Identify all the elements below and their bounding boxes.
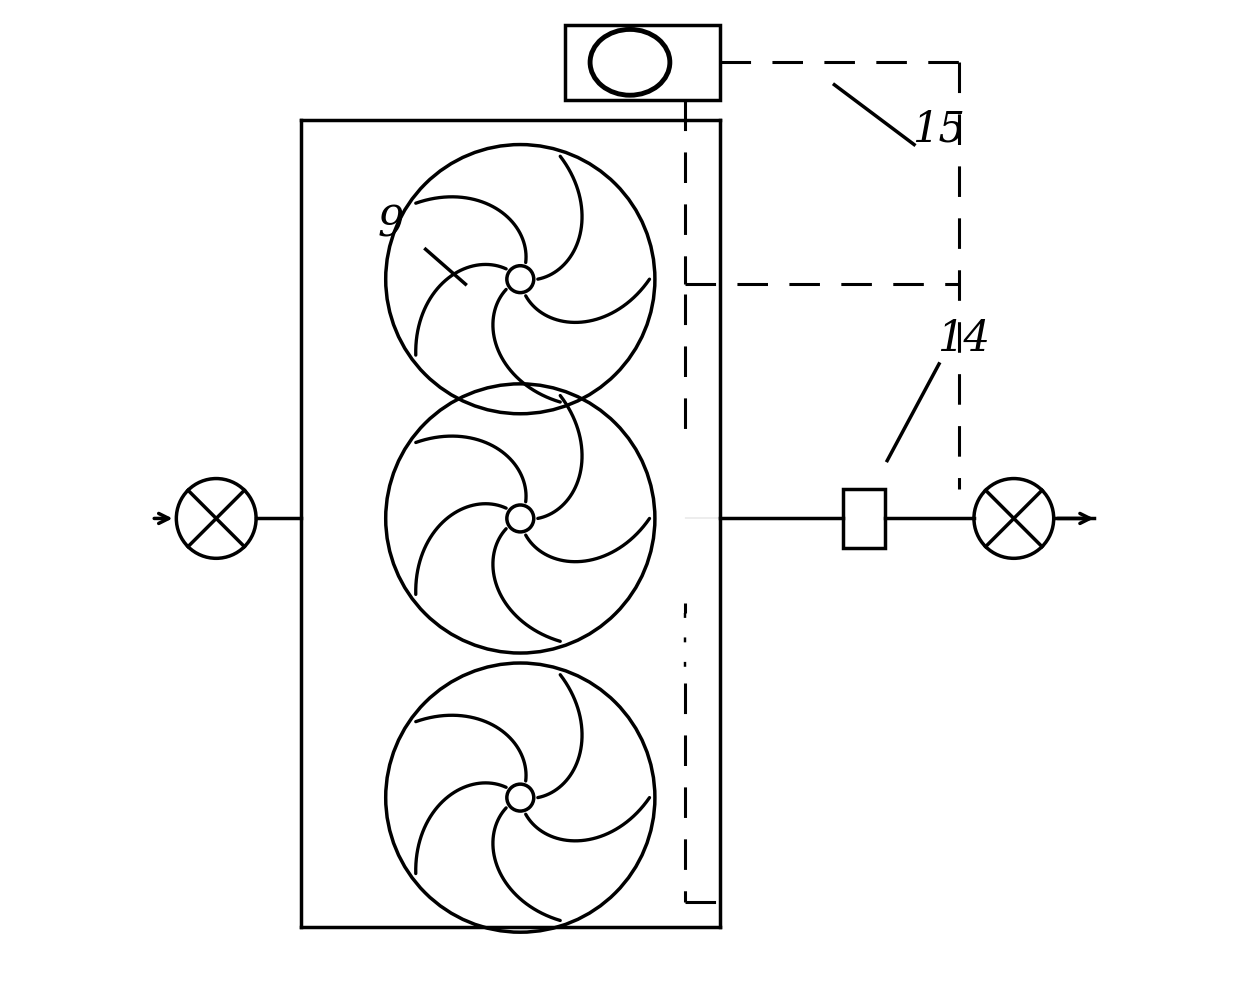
Bar [843,489,885,548]
Text: 14: 14 [937,318,991,360]
Text: 9: 9 [377,203,404,245]
Bar [565,25,719,100]
Text: 15: 15 [913,109,966,151]
